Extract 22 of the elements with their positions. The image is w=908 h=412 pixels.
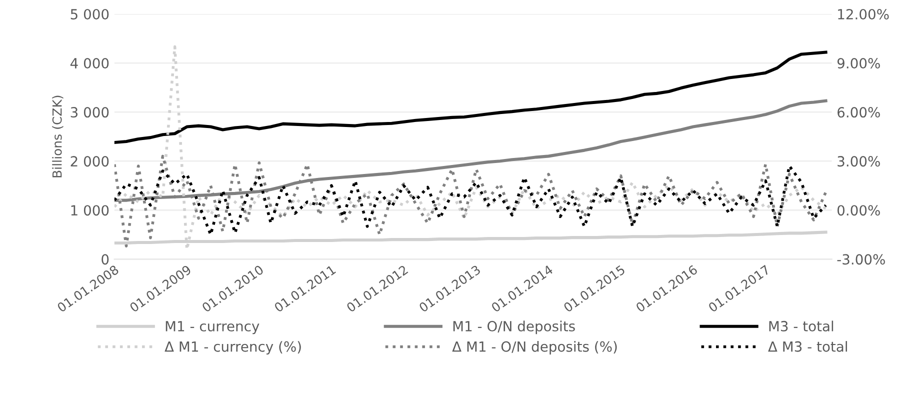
y-tick-label: 2 000 xyxy=(70,156,109,167)
y2-tick-label: 6.00% xyxy=(838,107,880,118)
y2-tick-label: 12.00% xyxy=(838,8,889,20)
legend-label: M1 - O/N deposits xyxy=(453,320,575,334)
y-tick-label: 4 000 xyxy=(70,58,109,69)
legend-label: Δ M1 - currency (%) xyxy=(164,341,301,355)
legend-label: M1 - currency xyxy=(166,321,260,334)
y2-tick-label: 3.00% xyxy=(838,156,880,167)
y-tick-label: 5 000 xyxy=(70,8,109,20)
legend-label: Δ M3 - total xyxy=(768,341,847,352)
legend-label: M3 - total xyxy=(769,320,834,332)
line-series xyxy=(114,50,828,144)
line-series xyxy=(114,164,828,236)
y2-tick-label: 0.00% xyxy=(838,205,880,216)
y2-tick-label: 9.00% xyxy=(837,58,880,69)
y-axis-title: Billions (CZK) xyxy=(52,96,64,178)
line-series xyxy=(114,45,828,251)
y-tick-label: 0 xyxy=(102,254,109,265)
y2-tick-label: -3.00% xyxy=(837,254,885,265)
y-tick-label: 3 000 xyxy=(70,107,109,118)
y-tick-label: 1 000 xyxy=(71,205,109,216)
legend-label: Δ M1 - O/N deposits (%) xyxy=(452,341,617,355)
